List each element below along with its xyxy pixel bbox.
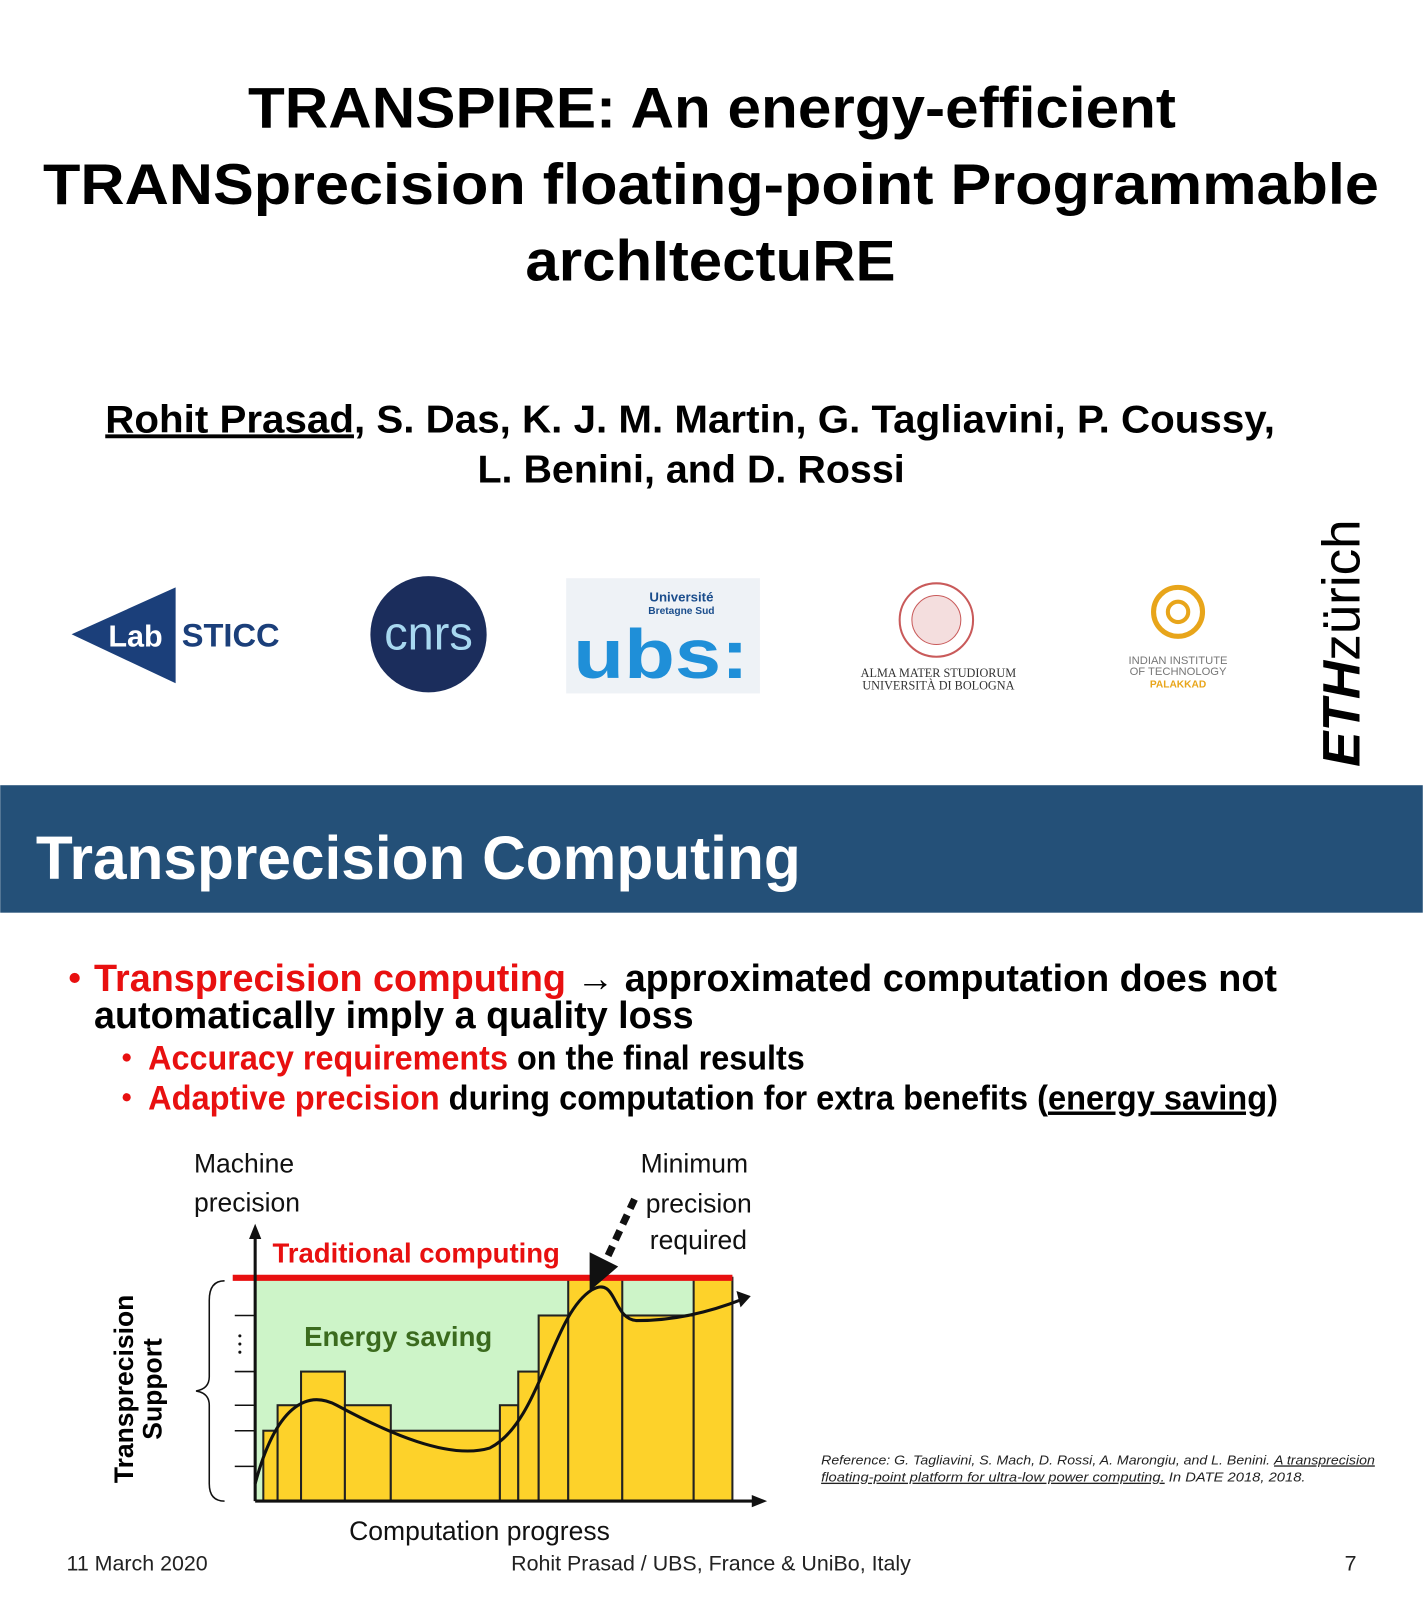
logo-text: ETHzürich xyxy=(1313,519,1372,766)
section-band xyxy=(0,785,1423,913)
reference-text: Reference: G. Tagliavini, S. Mach, D. Ro… xyxy=(821,1452,1274,1467)
highlight: Adaptive precision xyxy=(148,1079,440,1117)
footer-center: Rohit Prasad / UBS, France & UniBo, Ital… xyxy=(511,1551,911,1575)
authors-line: Rohit Prasad, S. Das, K. J. M. Martin, G… xyxy=(105,398,1275,441)
bullet-line: Transprecision computing → approximated … xyxy=(94,957,1277,999)
arrowhead xyxy=(736,1291,751,1308)
logo-text: ALMA MATER STUDIORUM xyxy=(861,666,1017,680)
energy-label: Energy saving xyxy=(304,1321,492,1352)
ellipsis xyxy=(238,1334,242,1354)
highlight: Transprecision computing xyxy=(94,957,566,999)
diagram: Machine precision Minimum precision requ… xyxy=(109,1149,768,1546)
reference: Reference: G. Tagliavini, S. Mach, D. Ro… xyxy=(821,1452,1375,1467)
bullet xyxy=(69,972,80,984)
highlight: Accuracy requirements xyxy=(148,1040,508,1078)
iit-logo: INDIAN INSTITUTE OF TECHNOLOGY PALAKKAD xyxy=(1129,584,1228,690)
bullet-text: ) xyxy=(1267,1079,1278,1117)
annotation: required xyxy=(650,1225,747,1255)
logo-text: ETH xyxy=(1313,659,1372,767)
bullet-line: Adaptive precision during computation fo… xyxy=(148,1079,1278,1117)
x-axis-title: Computation progress xyxy=(349,1516,610,1546)
presenter: Rohit Prasad xyxy=(105,398,354,441)
bullet-text: → approximated computation does not xyxy=(566,957,1277,999)
underlined: energy saving xyxy=(1048,1079,1267,1117)
logo-text: cnrs xyxy=(384,608,473,660)
y-axis-title: Transprecision xyxy=(109,1295,139,1484)
bullet-line: Accuracy requirements on the final resul… xyxy=(148,1040,805,1078)
reference: floating-point platform for ultra-low po… xyxy=(821,1470,1305,1485)
lab-sticc-logo: Lab STICC xyxy=(71,587,280,684)
bullet xyxy=(122,1053,131,1062)
bologna-logo: ALMA MATER STUDIORUM UNIVERSITÀ DI BOLOG… xyxy=(861,582,1017,692)
title-line: archItectuRE xyxy=(525,229,895,293)
footer-date: 11 March 2020 xyxy=(67,1551,208,1575)
logo-text: Bretagne Sud xyxy=(648,606,714,617)
level-ticks xyxy=(234,1314,256,1468)
reference-link: A transprecision xyxy=(1273,1452,1375,1467)
arrowhead xyxy=(249,1223,262,1240)
annotation: Minimum xyxy=(641,1149,748,1179)
logo-text: PALAKKAD xyxy=(1150,679,1206,690)
arrowhead xyxy=(589,1252,619,1292)
pointer-arrow xyxy=(600,1197,638,1267)
logo-text: INDIAN INSTITUTE xyxy=(1129,655,1228,667)
bullet xyxy=(122,1093,131,1102)
title-line: TRANSprecision floating-point Programmab… xyxy=(43,153,1379,217)
logo-text: zürich xyxy=(1313,519,1372,660)
page-number: 7 xyxy=(1345,1551,1357,1575)
reference-link: floating-point platform for ultra-low po… xyxy=(821,1470,1165,1485)
ubs-logo: Université Bretagne Sud ubs: xyxy=(566,578,760,694)
traditional-label: Traditional computing xyxy=(272,1237,559,1268)
annotation: precision xyxy=(646,1188,752,1218)
logo-text: STICC xyxy=(182,617,280,654)
axis-label: Machine xyxy=(194,1149,294,1179)
logo-text: Université xyxy=(649,590,713,605)
axis-label: precision xyxy=(194,1187,300,1217)
reference-text: In DATE 2018, 2018. xyxy=(1165,1470,1306,1485)
bullet-line: automatically imply a quality loss xyxy=(94,994,694,1036)
y-axis-title: Support xyxy=(137,1338,167,1440)
logo-text: ubs: xyxy=(573,615,748,693)
precision-curve xyxy=(253,1285,744,1485)
logo-text: UNIVERSITÀ DI BOLOGNA xyxy=(862,678,1014,692)
cnrs-logo: cnrs xyxy=(370,576,487,693)
section-heading: Transprecision Computing xyxy=(36,824,801,892)
bullet-text: during computation for extra benefits ( xyxy=(440,1079,1049,1117)
authors: , S. Das, K. J. M. Martin, G. Tagliavini… xyxy=(354,398,1275,441)
bullet-text: on the final results xyxy=(508,1040,805,1078)
logo-text: OF TECHNOLOGY xyxy=(1130,666,1227,678)
logo-text: Lab xyxy=(108,620,162,654)
authors-line: L. Benini, and D. Rossi xyxy=(477,448,904,491)
brace xyxy=(195,1280,225,1502)
eth-logo: ETHzürich xyxy=(1313,519,1372,766)
title-line: TRANSPIRE: An energy-efficient xyxy=(248,76,1176,140)
arrowhead xyxy=(751,1494,768,1508)
